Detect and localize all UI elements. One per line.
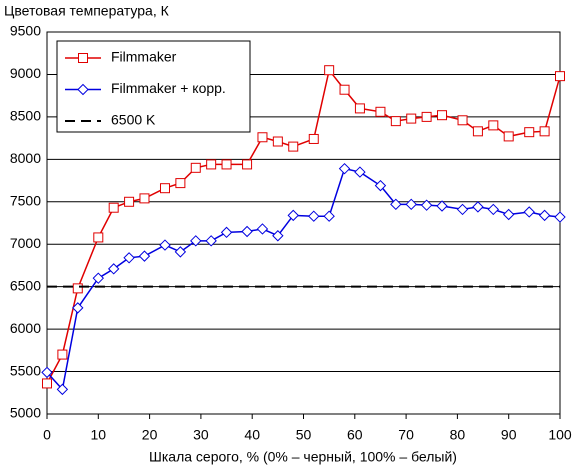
y-tick-label: 6000 [10, 320, 41, 336]
y-tick-label: 6500 [10, 277, 41, 293]
point [42, 378, 52, 389]
y-tick-label: 9500 [10, 23, 41, 39]
point [72, 302, 84, 314]
x-tick-label: 30 [193, 427, 209, 443]
point [457, 115, 468, 126]
point [420, 199, 433, 211]
point [354, 166, 366, 178]
point [472, 201, 484, 213]
x-tick-label: 100 [548, 427, 572, 443]
legend-label: Filmmaker [111, 49, 177, 65]
legend-label: 6500 K [111, 112, 156, 128]
point [124, 196, 135, 207]
point [288, 141, 299, 152]
point [456, 203, 469, 216]
point [287, 209, 299, 222]
point [57, 349, 68, 360]
point [523, 206, 535, 218]
point [488, 120, 499, 131]
x-tick-label: 20 [142, 427, 158, 443]
point [107, 263, 120, 275]
point [56, 383, 69, 396]
x-tick-label: 40 [244, 427, 260, 443]
point [159, 183, 170, 194]
point [190, 162, 201, 173]
point [339, 84, 350, 95]
legend-marker [77, 83, 89, 96]
point [272, 230, 284, 242]
x-axis-label: Шкала серого, % (0% – черный, 100% – бел… [149, 449, 457, 465]
point [323, 210, 335, 222]
point [241, 225, 253, 238]
point [437, 110, 448, 121]
point [436, 200, 448, 212]
point [554, 211, 566, 223]
point [242, 159, 253, 170]
point [92, 272, 105, 284]
point [41, 366, 53, 379]
y-tick-label: 7500 [10, 192, 41, 208]
point [555, 71, 565, 82]
point [221, 159, 232, 170]
y-tick-label: 5500 [10, 362, 41, 378]
point [175, 178, 186, 189]
point [205, 235, 217, 247]
x-tick-label: 80 [450, 427, 466, 443]
point [174, 246, 187, 258]
point [220, 226, 233, 239]
legend-marker [78, 53, 88, 63]
point [190, 235, 202, 247]
point [159, 239, 171, 251]
y-tick-label: 7000 [10, 235, 41, 251]
plot-frame [46, 31, 561, 415]
x-tick-label: 10 [91, 427, 107, 443]
point [308, 133, 319, 144]
y-tick-label: 9000 [10, 65, 41, 81]
point [354, 103, 365, 114]
point [472, 126, 483, 137]
point [272, 136, 283, 147]
legend-label: Filmmaker + корр. [111, 80, 226, 96]
point [139, 193, 150, 204]
point [108, 202, 119, 213]
point [538, 209, 551, 222]
chart-title: Цветовая температура, К [4, 3, 170, 19]
point [405, 198, 417, 211]
point [256, 223, 269, 235]
point [487, 203, 500, 216]
x-tick-label: 60 [347, 427, 363, 443]
legend-box [56, 40, 251, 133]
point [539, 126, 550, 137]
x-tick-label: 70 [398, 427, 414, 443]
y-tick-label: 8000 [10, 150, 41, 166]
x-tick-label: 0 [43, 427, 51, 443]
point [406, 113, 417, 124]
y-tick-label: 8500 [10, 108, 41, 124]
point [123, 252, 135, 264]
point [390, 198, 402, 211]
point [421, 111, 432, 122]
point [257, 132, 268, 143]
legend: Filmmaker Filmmaker + корр. 6500 K [56, 40, 251, 133]
point [524, 127, 535, 138]
point [308, 210, 320, 222]
point [502, 208, 515, 221]
series [42, 65, 565, 389]
point [375, 106, 386, 117]
point [374, 179, 387, 192]
point [206, 159, 217, 170]
x-tick-label: 50 [296, 427, 312, 443]
x-tick-label: 90 [501, 427, 517, 443]
point [138, 250, 151, 262]
point [390, 116, 401, 127]
point [324, 65, 335, 76]
point [338, 162, 351, 175]
point [93, 232, 104, 243]
series [41, 162, 566, 396]
point [72, 283, 83, 294]
y-tick-label: 5000 [10, 405, 41, 421]
point [503, 131, 514, 142]
